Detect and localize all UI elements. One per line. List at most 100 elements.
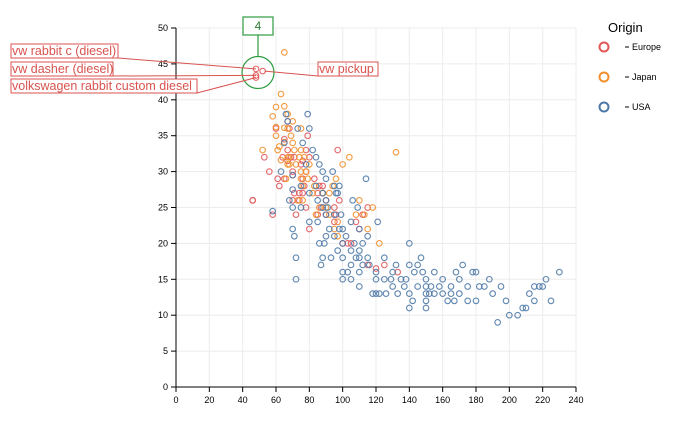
data-point-usa: [455, 275, 463, 283]
data-point-usa: [322, 211, 330, 219]
data-point-usa: [339, 240, 347, 247]
annotation-connector: [196, 77, 257, 94]
data-point-usa: [372, 275, 380, 283]
data-point-japan: [300, 153, 308, 161]
data-point-usa: [289, 204, 297, 211]
data-point-usa: [522, 304, 530, 312]
data-point-europe: [314, 189, 322, 197]
cluster-count: 4: [255, 19, 262, 33]
data-point-japan: [284, 125, 292, 132]
data-point-usa: [452, 268, 460, 276]
data-point-europe: [299, 189, 307, 197]
data-point-japan: [297, 175, 305, 183]
x-tick-label: 40: [238, 395, 248, 405]
data-point-usa: [447, 290, 455, 298]
data-point-europe: [394, 268, 402, 276]
data-point-europe: [289, 168, 297, 175]
data-point-europe: [352, 218, 360, 226]
data-point-usa: [355, 254, 363, 262]
data-point-usa: [347, 261, 355, 269]
data-point-usa: [414, 261, 422, 269]
data-point-usa: [469, 268, 477, 276]
data-point-japan: [295, 153, 303, 161]
annotation-box: [10, 78, 198, 94]
data-point-usa: [364, 254, 372, 262]
data-point-usa: [347, 275, 355, 283]
data-point-europe: [372, 265, 380, 272]
data-point-usa: [475, 283, 483, 290]
data-point-usa: [455, 290, 463, 298]
x-tick-label: 60: [271, 395, 281, 405]
data-point-europe: [274, 175, 282, 183]
data-point-europe: [290, 189, 298, 197]
data-point-usa: [342, 232, 350, 240]
data-point-usa: [277, 168, 285, 175]
data-point-europe: [347, 240, 355, 247]
annotation-box: [317, 61, 379, 77]
data-point-usa: [472, 268, 480, 276]
data-point-europe: [302, 146, 310, 154]
data-point-europe: [269, 211, 277, 219]
data-point-europe: [265, 168, 273, 175]
data-point-usa: [285, 196, 293, 204]
data-point-usa: [317, 261, 325, 269]
data-point-europe: [302, 204, 310, 211]
data-point-usa: [430, 290, 438, 298]
x-tick-label: 20: [204, 395, 214, 405]
legend-label-usa: USA: [632, 102, 651, 112]
legend-label-japan: Japan: [632, 72, 657, 82]
data-point-usa: [382, 290, 390, 298]
data-point-japan: [259, 146, 267, 154]
data-point-europe: [305, 153, 313, 161]
data-point-usa: [422, 297, 430, 305]
data-point-usa: [364, 232, 372, 240]
data-point-japan: [287, 132, 295, 140]
data-point-usa: [322, 175, 330, 183]
legend-swatch-japan: [598, 71, 610, 83]
data-point-usa: [505, 311, 513, 319]
data-point-usa: [422, 304, 430, 312]
data-point-usa: [374, 218, 382, 226]
annotation-connector: [112, 74, 257, 77]
data-point-usa: [314, 218, 322, 226]
data-point-usa: [419, 268, 427, 276]
data-point-usa: [289, 225, 297, 233]
data-point-japan: [375, 240, 383, 247]
data-point-europe: [292, 211, 300, 219]
data-point-europe: [252, 74, 260, 81]
data-point-usa: [514, 311, 522, 319]
x-tick-label: 0: [173, 395, 178, 405]
data-points: [249, 49, 563, 326]
data-point-usa: [369, 290, 377, 298]
data-point-usa: [339, 275, 347, 283]
data-point-usa: [530, 297, 538, 305]
data-point-usa: [319, 168, 327, 175]
data-point-usa: [394, 290, 402, 298]
data-point-usa: [392, 261, 400, 269]
data-point-japan: [275, 143, 283, 150]
data-point-usa: [314, 196, 322, 204]
data-point-japan: [272, 103, 280, 111]
data-point-usa: [359, 261, 367, 269]
data-point-japan: [304, 175, 312, 183]
data-point-japan: [309, 189, 317, 197]
y-tick-label: 10: [158, 310, 168, 320]
x-tick-label: 220: [535, 395, 550, 405]
data-point-usa: [302, 161, 310, 168]
data-point-usa: [439, 275, 447, 283]
data-point-usa: [450, 297, 458, 305]
annotation-box: [10, 43, 119, 59]
data-point-japan: [392, 148, 400, 156]
data-point-usa: [282, 110, 290, 118]
data-point-europe: [260, 153, 268, 161]
data-point-japan: [290, 146, 298, 154]
data-point-europe: [335, 196, 343, 204]
data-point-usa: [459, 261, 467, 269]
data-point-usa: [409, 297, 417, 305]
x-tick-label: 180: [468, 395, 483, 405]
data-point-japan: [285, 161, 293, 168]
data-point-usa: [339, 254, 347, 262]
data-point-japan: [334, 218, 342, 226]
data-point-europe: [310, 175, 318, 183]
data-point-usa: [435, 283, 443, 290]
